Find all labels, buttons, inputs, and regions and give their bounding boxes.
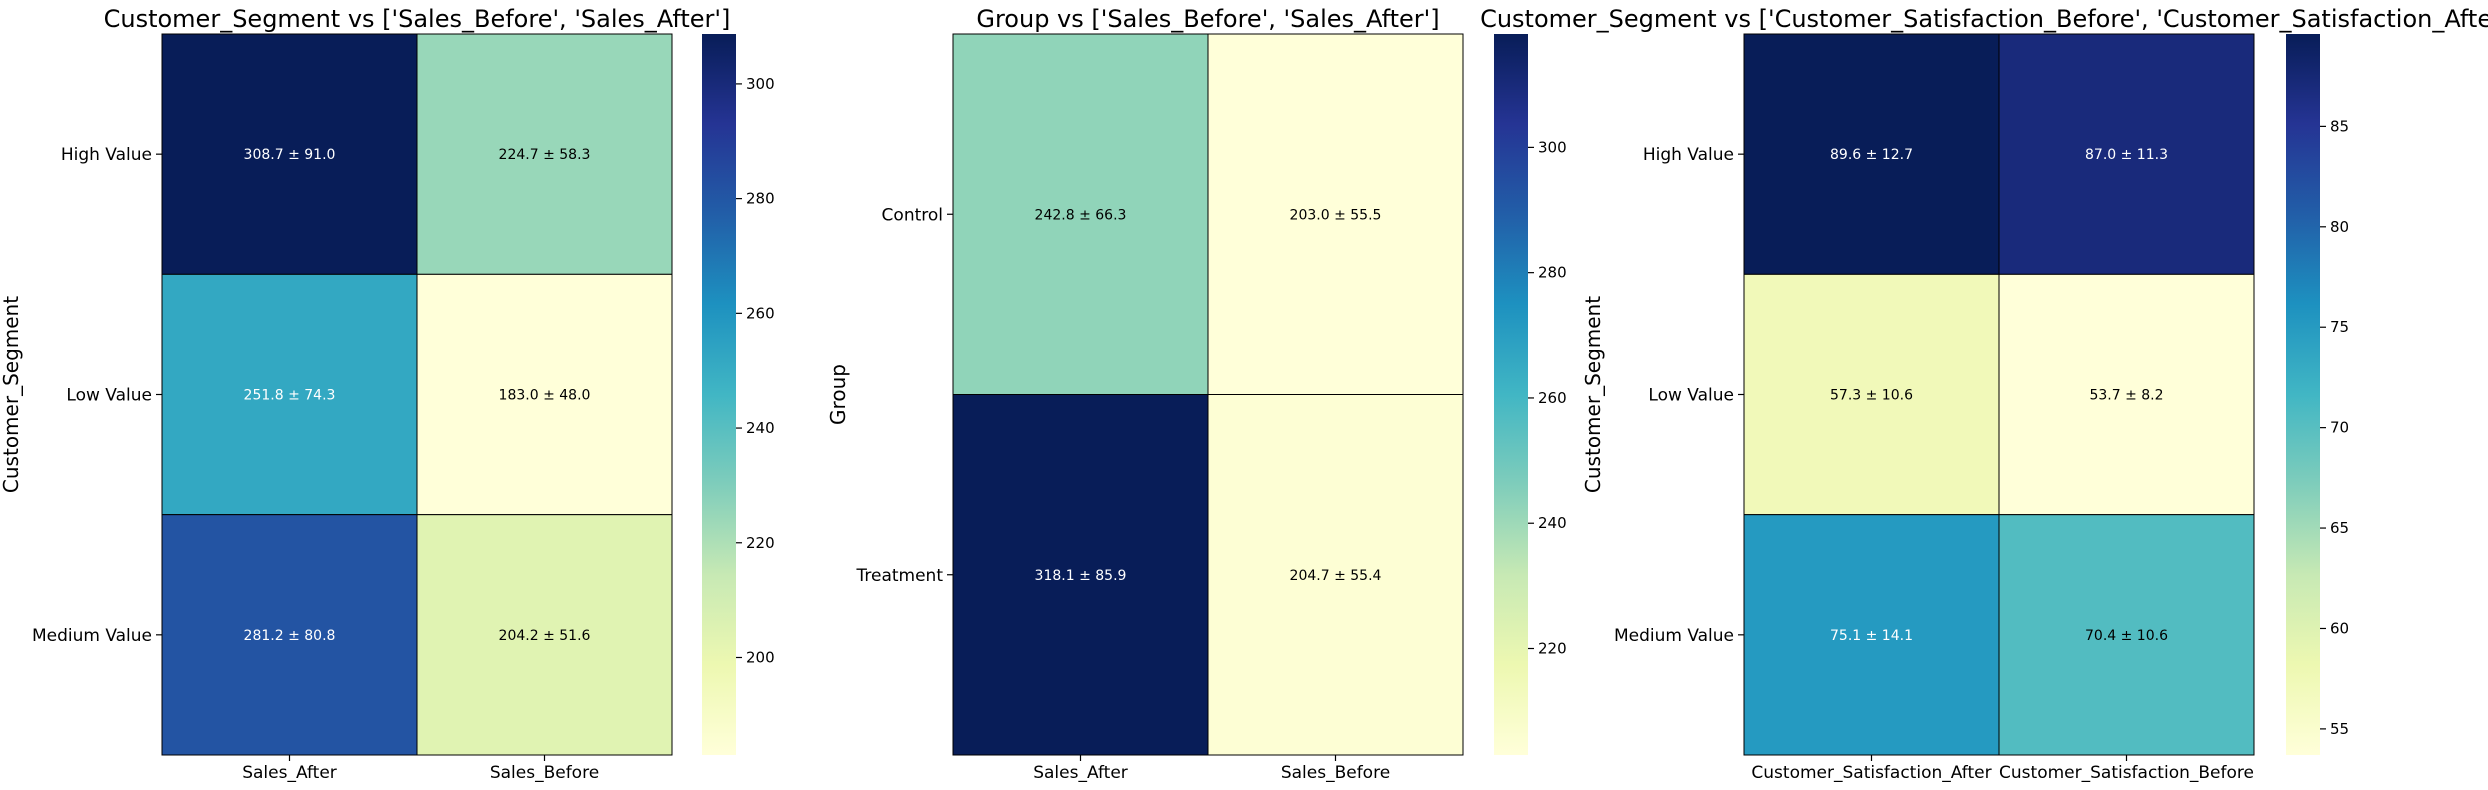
cell-annotation: 318.1 ± 85.9 [1035, 568, 1127, 584]
colorbar: 220 240 260 280 300 [1494, 34, 1567, 755]
cell-annotation: 204.2 ± 51.6 [499, 628, 591, 644]
chart-title: Customer_Segment vs ['Customer_Satisfact… [1480, 5, 2488, 33]
colorbar-gradient [702, 34, 736, 755]
cell-annotation: 251.8 ± 74.3 [244, 388, 336, 404]
colorbar-tick-label: 260 [746, 304, 775, 322]
heatmap-cell [1743, 33, 2000, 275]
colorbar-tick-label: 55 [2330, 720, 2349, 738]
y-tick-label: Control [882, 205, 943, 225]
colorbar-tick-label: 300 [1538, 138, 1567, 156]
y-tick-label: Treatment [855, 566, 943, 586]
colorbar-tick-label: 80 [2330, 218, 2349, 236]
x-tick-label: Sales_After [1033, 763, 1128, 783]
heatmap-panel-1: Customer_Segment vs ['Sales_Before', 'Sa… [0, 5, 775, 783]
x-tick-label: Sales_After [242, 763, 337, 783]
colorbar-tick-label: 65 [2330, 519, 2349, 537]
colorbar-tick-label: 200 [746, 648, 775, 666]
heatmap-cell [1743, 514, 2000, 756]
y-tick-label: High Value [61, 145, 152, 165]
colorbar-tick-label: 240 [1538, 514, 1567, 532]
cell-annotation: 281.2 ± 80.8 [244, 628, 336, 644]
colorbar-tick-label: 60 [2330, 619, 2349, 637]
cell-annotation: 87.0 ± 11.3 [2085, 147, 2168, 163]
cell-annotation: 53.7 ± 8.2 [2089, 388, 2163, 404]
heatmap-panel-2: Group vs ['Sales_Before', 'Sales_After']… [826, 5, 1567, 783]
heatmap-cell [161, 514, 418, 756]
colorbar-tick-label: 70 [2330, 419, 2349, 437]
colorbar-tick-label: 240 [746, 419, 775, 437]
heatmap-cell [416, 273, 673, 516]
colorbar-tick-label: 220 [1538, 640, 1567, 658]
colorbar-gradient [1494, 34, 1528, 755]
cell-annotation: 224.7 ± 58.3 [499, 147, 591, 163]
y-axis-label: Group [826, 364, 850, 425]
cell-annotation: 75.1 ± 14.1 [1830, 628, 1913, 644]
cell-annotation: 183.0 ± 48.0 [499, 388, 591, 404]
heatmap-panel-3: Customer_Segment vs ['Customer_Satisfact… [1480, 5, 2488, 783]
cell-annotation: 242.8 ± 66.3 [1035, 207, 1127, 223]
cell-annotation: 70.4 ± 10.6 [2085, 628, 2168, 644]
cell-annotation: 204.7 ± 55.4 [1290, 568, 1382, 584]
y-tick-label: Low Value [66, 386, 152, 406]
y-tick-label: Low Value [1648, 386, 1734, 406]
colorbar-tick-label: 75 [2330, 318, 2349, 336]
y-tick-label: High Value [1643, 145, 1734, 165]
heatmap-cell [952, 33, 1209, 395]
colorbar: 55 60 65 70 75 80 85 [2286, 34, 2349, 755]
y-tick-label: Medium Value [32, 626, 152, 646]
colorbar-tick-label: 220 [746, 534, 775, 552]
heatmap-cell [416, 514, 673, 756]
colorbar-tick-label: 85 [2330, 117, 2349, 135]
cell-annotation: 89.6 ± 12.7 [1830, 147, 1913, 163]
heatmap-cell [1207, 394, 1464, 756]
heatmap-cell [1743, 273, 2000, 516]
colorbar: 200 220 240 260 280 300 [702, 34, 775, 755]
cell-annotation: 203.0 ± 55.5 [1290, 207, 1382, 223]
x-tick-label: Customer_Satisfaction_Before [1999, 763, 2254, 783]
cell-annotation: 57.3 ± 10.6 [1830, 388, 1913, 404]
heatmap-cell [1998, 514, 2255, 756]
colorbar-gradient [2286, 34, 2320, 755]
heatmap-cell [1998, 273, 2255, 516]
x-tick-label: Sales_Before [490, 763, 599, 783]
colorbar-tick-label: 260 [1538, 389, 1567, 407]
x-tick-label: Customer_Satisfaction_After [1751, 763, 1991, 783]
x-tick-label: Sales_Before [1281, 763, 1390, 783]
colorbar-tick-label: 300 [746, 75, 775, 93]
y-axis-label: Customer_Segment [1581, 296, 1605, 493]
heatmap-cell [161, 273, 418, 516]
heatmap-cell [416, 33, 673, 275]
chart-title: Group vs ['Sales_Before', 'Sales_After'] [976, 5, 1439, 33]
heatmap-cell [1998, 33, 2255, 275]
heatmap-cell [1207, 33, 1464, 395]
colorbar-tick-label: 280 [1538, 264, 1567, 282]
heatmap-cell [952, 394, 1209, 756]
y-axis-label: Customer_Segment [0, 296, 23, 493]
heatmap-cell [161, 33, 418, 275]
colorbar-tick-label: 280 [746, 190, 775, 208]
chart-title: Customer_Segment vs ['Sales_Before', 'Sa… [104, 5, 731, 33]
cell-annotation: 308.7 ± 91.0 [244, 147, 336, 163]
y-tick-label: Medium Value [1614, 626, 1734, 646]
